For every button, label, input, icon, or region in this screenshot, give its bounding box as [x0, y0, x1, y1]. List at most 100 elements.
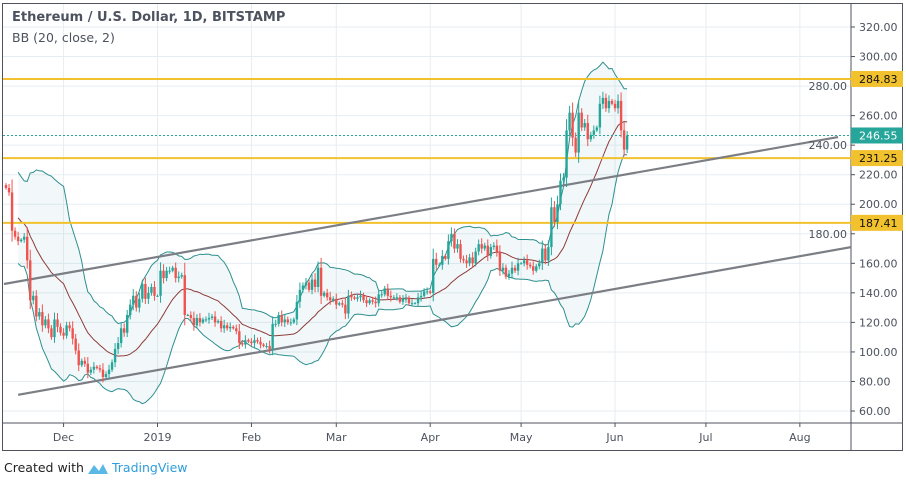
price-tick-label: 220.00	[859, 169, 898, 182]
candle-body	[401, 298, 405, 302]
level-price-label: 231.25	[859, 152, 898, 165]
time-tick-label: Apr	[421, 431, 441, 444]
candle-body	[501, 267, 505, 271]
candle-body	[71, 328, 74, 339]
footer: Created with TradingView	[4, 460, 188, 475]
candle-body	[450, 233, 453, 242]
candle-body	[413, 303, 417, 305]
candle-body	[368, 300, 371, 304]
price-tick-label: 320.00	[859, 21, 898, 34]
candle-body	[198, 317, 202, 323]
candle-body	[580, 112, 583, 128]
candle-body	[535, 266, 538, 271]
candle-body	[113, 348, 117, 363]
candle-body	[62, 332, 65, 336]
candle-body	[447, 241, 450, 259]
candle-body	[325, 292, 329, 298]
candle-body	[480, 244, 483, 249]
candle-body	[150, 286, 153, 293]
candle-body	[516, 263, 520, 271]
candle-body	[407, 298, 411, 304]
candle-body	[486, 245, 489, 256]
candle-body	[186, 315, 189, 317]
candle-body	[474, 251, 477, 264]
candle-body	[332, 298, 335, 301]
candle-body	[386, 288, 389, 296]
time-tick-label: Jun	[605, 431, 623, 444]
candle-body	[153, 286, 156, 296]
candle-body	[510, 267, 514, 274]
candle-body	[238, 331, 241, 344]
candle-body	[104, 374, 108, 378]
candle-body	[568, 112, 571, 131]
trendline-upper	[3, 135, 839, 286]
candle-body	[344, 304, 347, 314]
level-price-label: 187.41	[859, 217, 898, 230]
candle-body	[259, 341, 262, 345]
candle-body	[489, 247, 492, 256]
candle-body	[310, 279, 314, 290]
candle-body	[416, 297, 420, 304]
level-price-label-bg	[851, 70, 903, 87]
candle-body	[574, 137, 577, 153]
candle-body	[192, 317, 196, 326]
time-tick-label: Dec	[53, 431, 74, 444]
candle-body	[341, 303, 344, 305]
candle-body	[180, 275, 183, 277]
candle-body	[459, 244, 462, 259]
candle-body	[95, 366, 99, 369]
candle-body	[162, 270, 165, 279]
candle-body	[65, 325, 68, 336]
candle-body	[268, 346, 271, 349]
candle-body	[141, 283, 144, 299]
candle-body	[383, 288, 386, 295]
candle-body	[538, 263, 541, 267]
price-tick-label: 280.00	[809, 80, 848, 93]
candle-body	[56, 319, 59, 327]
candle-body	[183, 275, 186, 316]
candle-body	[419, 295, 423, 298]
candle-body	[329, 297, 332, 301]
candle-body	[107, 369, 111, 375]
candle-body	[359, 295, 362, 298]
candle-body	[232, 326, 235, 329]
candle-body	[16, 236, 20, 242]
candle-body	[498, 251, 502, 271]
candle-body	[298, 289, 302, 302]
candle-body	[607, 100, 611, 109]
tradingview-link[interactable]: TradingView	[111, 460, 188, 475]
level-price-label: 284.83	[859, 73, 898, 86]
candle-body	[274, 323, 277, 325]
candle-body	[583, 123, 586, 128]
candle-body	[29, 260, 32, 301]
candle-body	[495, 245, 499, 252]
candle-body	[571, 112, 574, 138]
candle-body	[35, 295, 38, 317]
candle-body	[353, 297, 356, 299]
time-tick-label: Feb	[242, 431, 261, 444]
candle-body	[129, 304, 132, 316]
candle-body	[425, 291, 429, 293]
candle-body	[504, 267, 508, 277]
indicator-legend[interactable]: BB (20, close, 2)	[12, 30, 115, 45]
candle-body	[435, 258, 438, 265]
candle-body	[26, 236, 29, 261]
candle-body	[265, 346, 268, 348]
candle-body	[204, 319, 208, 321]
time-tick-label: May	[510, 431, 533, 444]
candle-body	[132, 295, 135, 305]
candle-body	[468, 257, 471, 264]
candle-body	[83, 360, 86, 364]
candle-body	[68, 325, 71, 329]
candle-body	[289, 322, 293, 324]
candle-body	[392, 297, 396, 299]
candle-body	[89, 369, 93, 373]
candle-body	[122, 328, 126, 333]
candle-body	[80, 360, 83, 366]
candle-body	[601, 97, 605, 104]
candle-body	[316, 267, 320, 287]
candle-body	[589, 134, 592, 140]
candle-body	[483, 245, 486, 249]
candle-body	[247, 340, 250, 342]
